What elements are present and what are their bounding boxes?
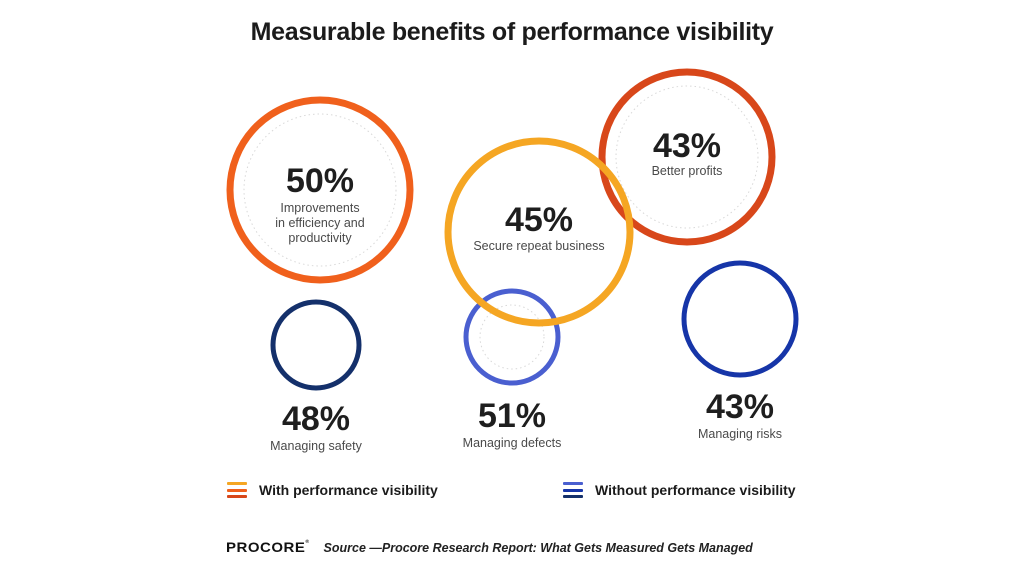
ring-inner-guide	[615, 85, 759, 229]
ring-without-managing-risks	[681, 260, 799, 378]
footer: PROCORE® Source —Procore Research Report…	[226, 539, 753, 556]
label-with-improvements-in-efficiency-and-productivity: in efficiency and	[275, 216, 364, 230]
chart-title: Measurable benefits of performance visib…	[250, 18, 774, 46]
label-with-improvements-in-efficiency-and-productivity: Improvements	[280, 201, 359, 215]
value-without-managing-safety: 48%	[282, 400, 350, 438]
label-without-managing-safety: Managing safety	[270, 439, 362, 453]
ring-without-managing-safety	[270, 299, 362, 391]
legend-label-with: With performance visibility	[259, 482, 438, 498]
label-without-managing-defects: Managing defects	[463, 436, 562, 450]
value-without-managing-risks: 43%	[706, 388, 774, 426]
three-orange-bars-icon	[227, 482, 247, 498]
ring-inner-guide	[479, 304, 545, 370]
ring-with-improvements-in-efficiency-and-productivity	[226, 96, 414, 284]
legend-label-without: Without performance visibility	[595, 482, 796, 498]
label-without-managing-risks: Managing risks	[698, 427, 782, 441]
legend-item-without: Without performance visibility	[563, 482, 796, 498]
value-without-managing-defects: 51%	[478, 397, 546, 435]
value-with-improvements-in-efficiency-and-productivity: 50%	[286, 162, 354, 200]
legend-item-with: With performance visibility	[227, 482, 438, 498]
label-with-better-profits: Better profits	[652, 164, 723, 178]
label-with-improvements-in-efficiency-and-productivity: productivity	[288, 231, 352, 245]
ring-with-better-profits	[598, 68, 776, 246]
procore-logo: PROCORE®	[226, 539, 310, 556]
source-citation: Source —Procore Research Report: What Ge…	[323, 540, 753, 555]
ring-with-secure-repeat-business	[444, 137, 634, 327]
ring-without-managing-defects	[463, 288, 561, 386]
three-blue-bars-icon	[563, 482, 583, 498]
ring-inner-guide	[243, 113, 397, 267]
value-with-better-profits: 43%	[653, 127, 721, 165]
value-with-secure-repeat-business: 45%	[505, 201, 573, 239]
label-with-secure-repeat-business: Secure repeat business	[473, 239, 604, 253]
